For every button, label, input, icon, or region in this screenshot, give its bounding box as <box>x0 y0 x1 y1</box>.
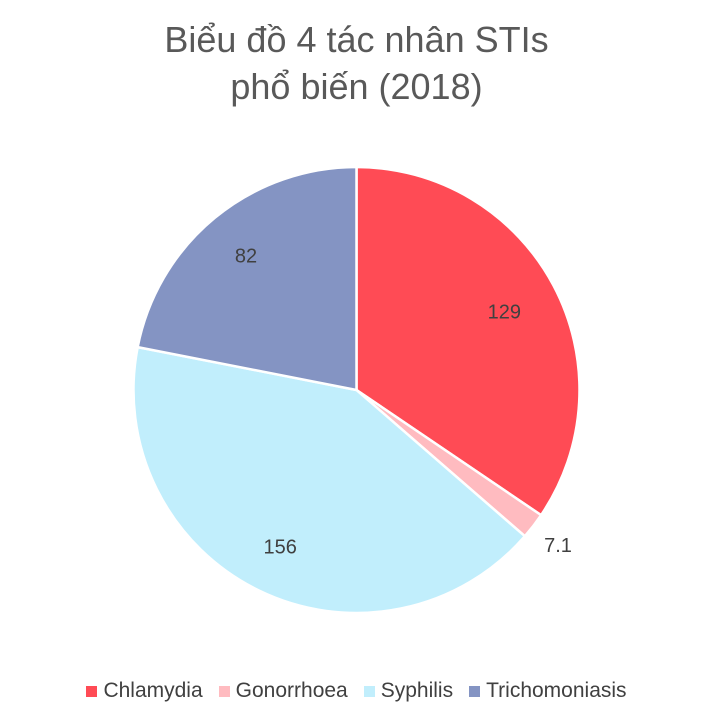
slice-label-chlamydia: 129 <box>488 302 521 324</box>
pie-slice-trichomoniasis <box>136 165 358 392</box>
legend-label-chlamydia: Chlamydia <box>103 679 203 702</box>
legend-label-trichomoniasis: Trichomoniasis <box>486 679 627 702</box>
legend-swatch-syphilis <box>363 685 375 697</box>
chart-title-line-2: phổ biến (2018) <box>230 66 483 107</box>
legend-swatch-gonorrhoea <box>218 685 230 697</box>
legend-item-trichomoniasis: Trichomoniasis <box>469 679 627 703</box>
legend-label-gonorrhoea: Gonorrhoea <box>235 679 348 702</box>
chart-legend: Chlamydia Gonorrhoea Syphilis Trichomoniasi… <box>0 679 713 703</box>
legend-swatch-chlamydia <box>86 685 98 697</box>
legend-label-syphilis: Syphilis <box>380 679 454 702</box>
chart-title: Biểu đồ 4 tác nhân STIs phổ biến (2018) <box>0 16 713 110</box>
legend-swatch-trichomoniasis <box>469 685 481 697</box>
pie-slice-chlamydia <box>355 165 581 517</box>
legend-item-chlamydia: Chlamydia <box>86 679 203 703</box>
legend-item-gonorrhoea: Gonorrhoea <box>218 679 348 703</box>
slice-label-syphilis: 156 <box>263 536 296 558</box>
slice-label-trichomoniasis: 82 <box>235 246 257 268</box>
slice-label-gonorrhoea: 7.1 <box>544 535 572 557</box>
chart-title-line-1: Biểu đồ 4 tác nhân STIs <box>164 19 549 60</box>
pie-slice-syphilis <box>132 345 527 615</box>
legend-item-syphilis: Syphilis <box>363 679 454 703</box>
